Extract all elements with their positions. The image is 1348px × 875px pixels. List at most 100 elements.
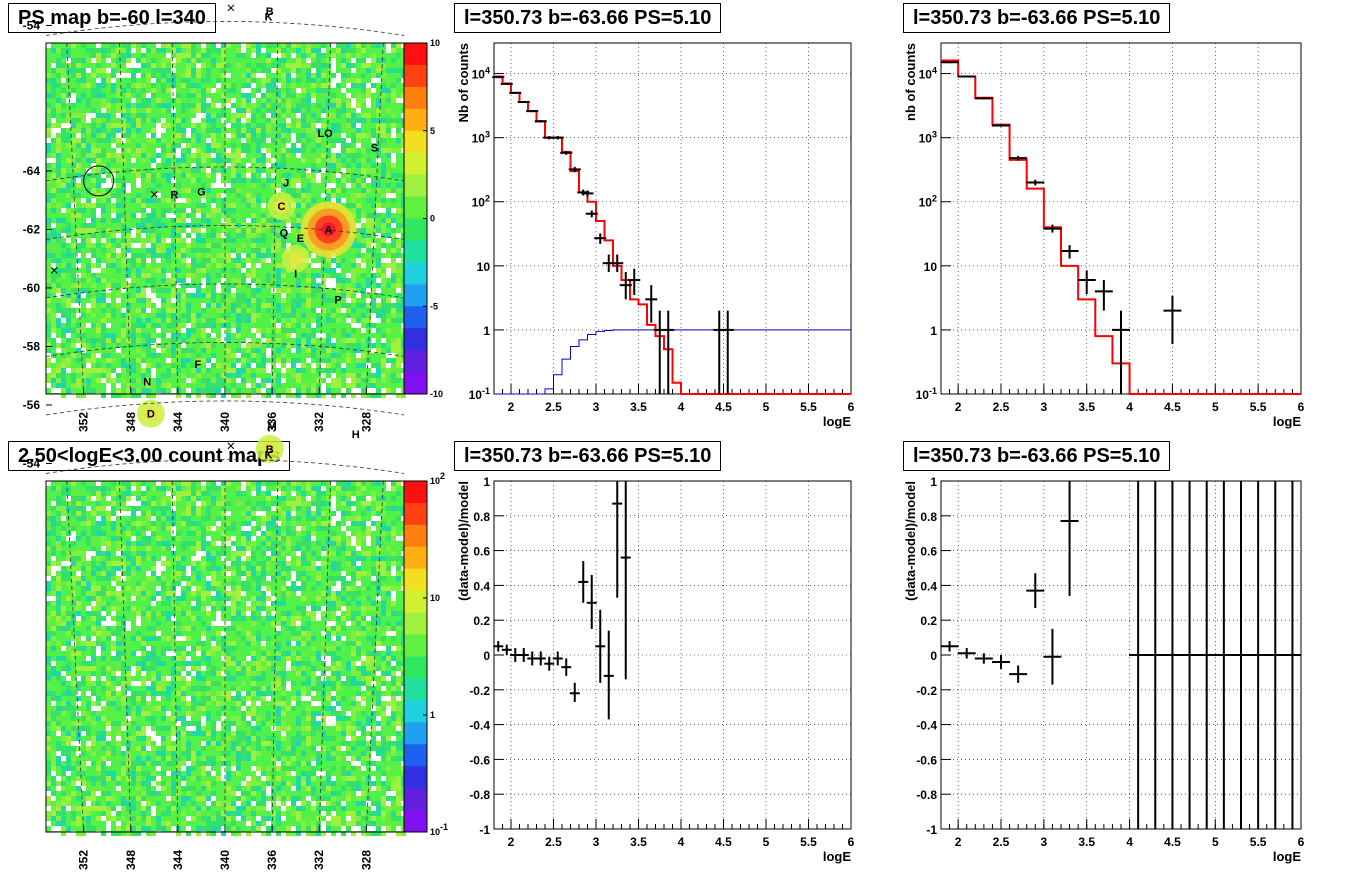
ps-map-pixel bbox=[176, 133, 181, 138]
ps-map-pixel bbox=[136, 368, 141, 373]
ps-map-pixel bbox=[346, 68, 351, 73]
ps-map-pixel bbox=[141, 358, 146, 363]
ps-map-pixel bbox=[381, 98, 386, 103]
ps-map-pixel bbox=[316, 258, 321, 263]
ps-map-pixel bbox=[271, 263, 276, 268]
ps-map-pixel bbox=[186, 43, 191, 48]
ps-map-pixel bbox=[61, 208, 66, 213]
ps-map-pixel bbox=[246, 193, 251, 198]
ps-map-pixel bbox=[151, 353, 156, 358]
count-map-pixel bbox=[206, 486, 211, 491]
count-map-pixel bbox=[261, 531, 266, 536]
ps-map-pixel bbox=[371, 88, 376, 93]
count-map-pixel bbox=[311, 536, 316, 541]
ps-map-pixel bbox=[166, 173, 171, 178]
ps-map-pixel bbox=[51, 133, 56, 138]
ps-map-pixel bbox=[296, 293, 301, 298]
ps-map-pixel bbox=[61, 233, 66, 238]
ps-map-pixel bbox=[156, 158, 161, 163]
ps-map-pixel bbox=[61, 328, 66, 333]
ps-map-pixel bbox=[131, 98, 136, 103]
ps-map-pixel bbox=[206, 213, 211, 218]
count-map-pixel bbox=[116, 546, 121, 551]
ps-map-pixel bbox=[246, 198, 251, 203]
ps-map-pixel bbox=[336, 318, 341, 323]
count-map-pixel bbox=[171, 521, 176, 526]
count-map-pixel bbox=[306, 481, 311, 486]
ps-map-pixel bbox=[116, 303, 121, 308]
ps-map-pixel bbox=[111, 288, 116, 293]
ps-map-pixel bbox=[346, 328, 351, 333]
ps-map-pixel bbox=[386, 218, 391, 223]
ps-map-pixel bbox=[381, 333, 386, 338]
count-map-pixel bbox=[281, 531, 286, 536]
ps-map-pixel bbox=[336, 383, 341, 388]
ps-map-pixel bbox=[201, 63, 206, 68]
ps-map-pixel bbox=[201, 163, 206, 168]
ps-map-pixel bbox=[211, 243, 216, 248]
ps-map-pixel bbox=[106, 368, 111, 373]
ps-map-pixel bbox=[296, 373, 301, 378]
ps-map-pixel bbox=[161, 83, 166, 88]
ps-map-pixel bbox=[346, 118, 351, 123]
ps-map-pixel bbox=[81, 318, 86, 323]
ps-map-pixel bbox=[121, 128, 126, 133]
count-map-pixel bbox=[201, 551, 206, 556]
ps-map-pixel bbox=[361, 273, 366, 278]
ps-map-pixel bbox=[86, 368, 91, 373]
ps-map-pixel bbox=[51, 333, 56, 338]
ps-map-pixel bbox=[66, 208, 71, 213]
count-map-pixel bbox=[296, 481, 301, 486]
ps-map-pixel bbox=[141, 73, 146, 78]
count-map-pixel bbox=[276, 541, 281, 546]
ps-map-pixel bbox=[91, 168, 96, 173]
ps-map-pixel bbox=[156, 388, 161, 393]
ps-map-pixel bbox=[371, 303, 376, 308]
ps-map-pixel bbox=[236, 298, 241, 303]
ps-map-pixel bbox=[371, 53, 376, 58]
ps-map-pixel bbox=[166, 53, 171, 58]
ps-map-pixel bbox=[391, 43, 396, 48]
ps-map-pixel bbox=[321, 338, 326, 343]
count-map-pixel bbox=[111, 536, 116, 541]
ps-map-pixel bbox=[111, 53, 116, 58]
count-map-pixel bbox=[356, 521, 361, 526]
ps-map-pixel bbox=[216, 308, 221, 313]
ps-map-pixel bbox=[221, 333, 226, 338]
ps-map-pixel bbox=[86, 238, 91, 243]
ps-map-pixel bbox=[91, 268, 96, 273]
ps-map-pixel bbox=[221, 128, 226, 133]
ps-map-pixel bbox=[276, 278, 281, 283]
ps-map-pixel bbox=[276, 123, 281, 128]
ps-map-pixel bbox=[176, 333, 181, 338]
ps-map-pixel bbox=[86, 103, 91, 108]
ps-map-pixel bbox=[191, 178, 196, 183]
count-map-pixel bbox=[271, 546, 276, 551]
ps-map-pixel bbox=[201, 218, 206, 223]
ps-map-colorbar-label: -10 bbox=[430, 389, 443, 399]
ps-map-pixel bbox=[396, 193, 401, 198]
ps-map-pixel bbox=[136, 328, 141, 333]
ps-map-pixel bbox=[181, 358, 186, 363]
ps-map-pixel bbox=[96, 333, 101, 338]
count-map-pixel bbox=[131, 506, 136, 511]
ps-map-pixel bbox=[291, 348, 296, 353]
ps-map-pixel bbox=[91, 298, 96, 303]
ps-map-pixel bbox=[396, 48, 401, 53]
count-map-pixel bbox=[236, 561, 241, 566]
count-map-pixel bbox=[121, 556, 126, 561]
count-map-pixel bbox=[91, 511, 96, 516]
ps-map-pixel bbox=[331, 343, 336, 348]
spectrum-left-y-tick-label: 102 bbox=[472, 194, 490, 210]
ps-map-pixel bbox=[176, 368, 181, 373]
ps-map-pixel bbox=[371, 308, 376, 313]
ps-map-pixel bbox=[111, 73, 116, 78]
ps-map-pixel bbox=[206, 118, 211, 123]
count-map-pixel bbox=[71, 551, 76, 556]
count-map-pixel bbox=[276, 561, 281, 566]
count-map-pixel bbox=[386, 486, 391, 491]
ps-map-pixel bbox=[191, 53, 196, 58]
ps-map-pixel bbox=[336, 308, 341, 313]
count-map-pixel bbox=[176, 571, 181, 576]
ps-map-pixel bbox=[331, 158, 336, 163]
